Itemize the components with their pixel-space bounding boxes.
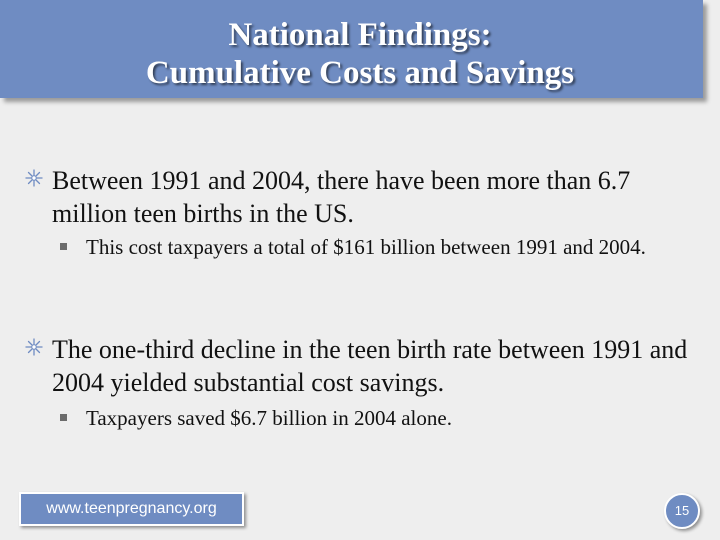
square-bullet-icon xyxy=(60,414,67,421)
bullet-1-text: Between 1991 and 2004, there have been m… xyxy=(52,166,631,228)
title-band xyxy=(0,0,703,98)
square-bullet-icon xyxy=(60,243,67,250)
title-line-2: Cumulative Costs and Savings xyxy=(145,55,575,91)
title-line-1: National Findings: xyxy=(228,17,492,53)
footer-url-link[interactable]: www.teenpregnancy.org xyxy=(19,492,244,526)
sub-bullet-2-text: Taxpayers saved $6.7 billion in 2004 alo… xyxy=(86,406,452,430)
bullet-2-text: The one-third decline in the teen birth … xyxy=(52,335,688,397)
page-number-badge: 15 xyxy=(664,493,700,529)
sub-bullet-1-text: This cost taxpayers a total of $161 bill… xyxy=(86,235,646,259)
star-bullet-icon xyxy=(25,169,43,187)
slide-title: National Findings: Cumulative Costs and … xyxy=(0,16,720,92)
star-bullet-icon xyxy=(25,338,43,356)
